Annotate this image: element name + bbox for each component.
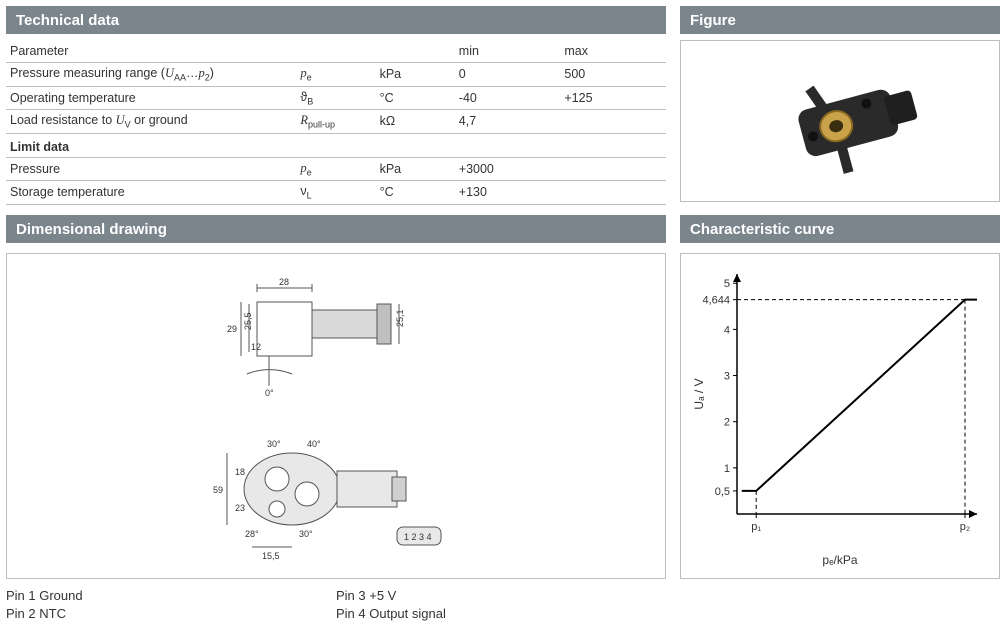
param-max — [560, 157, 666, 181]
svg-text:29: 29 — [227, 324, 237, 334]
param-sym: pe — [296, 63, 375, 87]
dimensional-drawing-icon: 28 29 25,5 12 25,1 0° 1 2 — [7, 254, 665, 578]
figure-header: Figure — [680, 6, 1000, 34]
table-row: Load resistance to UV or ground Rpull-up… — [6, 110, 666, 134]
dimensional-drawing-panel: 28 29 25,5 12 25,1 0° 1 2 — [6, 253, 666, 579]
param-min: 0 — [455, 63, 561, 87]
svg-text:15,5: 15,5 — [262, 551, 280, 561]
svg-text:25,1: 25,1 — [395, 309, 405, 327]
param-max: 500 — [560, 63, 666, 87]
param-label: Pressure — [6, 157, 296, 181]
param-label: Storage temperature — [6, 181, 296, 205]
param-max — [560, 181, 666, 205]
param-unit: kΩ — [376, 110, 455, 134]
svg-text:4,644: 4,644 — [702, 294, 730, 306]
table-row: Operating temperature ϑB °C -40 +125 — [6, 86, 666, 110]
param-sym: Rpull-up — [296, 110, 375, 134]
svg-text:30°: 30° — [267, 439, 281, 449]
param-unit: kPa — [376, 157, 455, 181]
technical-data-header: Technical data — [6, 6, 666, 34]
figure-panel — [680, 40, 1000, 202]
col-parameter: Parameter — [6, 40, 296, 63]
param-unit: kPa — [376, 63, 455, 87]
technical-data-table-wrap: Parameter min max Pressure measuring ran… — [6, 40, 666, 205]
sensor-figure-icon — [740, 51, 940, 191]
pin-legend: Pin 1 Ground Pin 2 NTC Pin 3 +5 V Pin 4 … — [6, 587, 666, 623]
svg-text:4: 4 — [724, 324, 730, 336]
svg-text:28°: 28° — [245, 529, 259, 539]
param-max: +125 — [560, 86, 666, 110]
characteristic-curve-chart: 0,5 1 2 3 4 4,644 5 p₁ p₂ Uₐ / V — [689, 264, 989, 544]
param-unit: °C — [376, 86, 455, 110]
characteristic-curve-header: Characteristic curve — [680, 215, 1000, 243]
svg-text:1: 1 — [724, 462, 730, 474]
param-sym: pe — [296, 157, 375, 181]
param-sym: νL — [296, 181, 375, 205]
svg-text:23: 23 — [235, 503, 245, 513]
param-label: Operating temperature — [6, 86, 296, 110]
chart-x-axis-label: pₑ/kPa — [689, 547, 991, 567]
svg-text:12: 12 — [251, 342, 261, 352]
limit-data-subhead: Limit data — [6, 133, 666, 157]
svg-text:p₁: p₁ — [751, 521, 761, 533]
param-sym: ϑB — [296, 86, 375, 110]
dimensional-drawing-header: Dimensional drawing — [6, 215, 666, 243]
svg-text:0°: 0° — [265, 388, 274, 398]
param-min: 4,7 — [455, 110, 561, 134]
svg-text:p₂: p₂ — [960, 521, 970, 533]
param-min: +130 — [455, 181, 561, 205]
svg-text:3: 3 — [724, 370, 730, 382]
pin-item: Pin 3 +5 V — [336, 587, 666, 605]
table-row: Pressure pe kPa +3000 — [6, 157, 666, 181]
svg-text:1 2 3 4: 1 2 3 4 — [404, 532, 432, 542]
table-row: Pressure measuring range (UAA…p2) pe kPa… — [6, 63, 666, 87]
svg-text:30°: 30° — [299, 529, 313, 539]
svg-text:59: 59 — [213, 485, 223, 495]
col-max: max — [560, 40, 666, 63]
param-unit: °C — [376, 181, 455, 205]
svg-text:Uₐ / V: Uₐ / V — [692, 378, 706, 409]
svg-text:40°: 40° — [307, 439, 321, 449]
svg-text:5: 5 — [724, 278, 730, 290]
param-label: Pressure measuring range (UAA…p2) — [6, 63, 296, 87]
pin-item: Pin 4 Output signal — [336, 605, 666, 623]
technical-data-table: Parameter min max Pressure measuring ran… — [6, 40, 666, 205]
svg-text:2: 2 — [724, 416, 730, 428]
param-label: Load resistance to UV or ground — [6, 110, 296, 134]
table-row: Storage temperature νL °C +130 — [6, 181, 666, 205]
col-min: min — [455, 40, 561, 63]
characteristic-curve-panel: 0,5 1 2 3 4 4,644 5 p₁ p₂ Uₐ / V pₑ/kPa — [680, 253, 1000, 579]
svg-text:0,5: 0,5 — [715, 485, 730, 497]
param-min: +3000 — [455, 157, 561, 181]
svg-text:25,5: 25,5 — [243, 312, 253, 330]
param-max — [560, 110, 666, 134]
svg-text:28: 28 — [279, 277, 289, 287]
pin-item: Pin 1 Ground — [6, 587, 336, 605]
pin-item: Pin 2 NTC — [6, 605, 336, 623]
param-min: -40 — [455, 86, 561, 110]
svg-text:18: 18 — [235, 467, 245, 477]
